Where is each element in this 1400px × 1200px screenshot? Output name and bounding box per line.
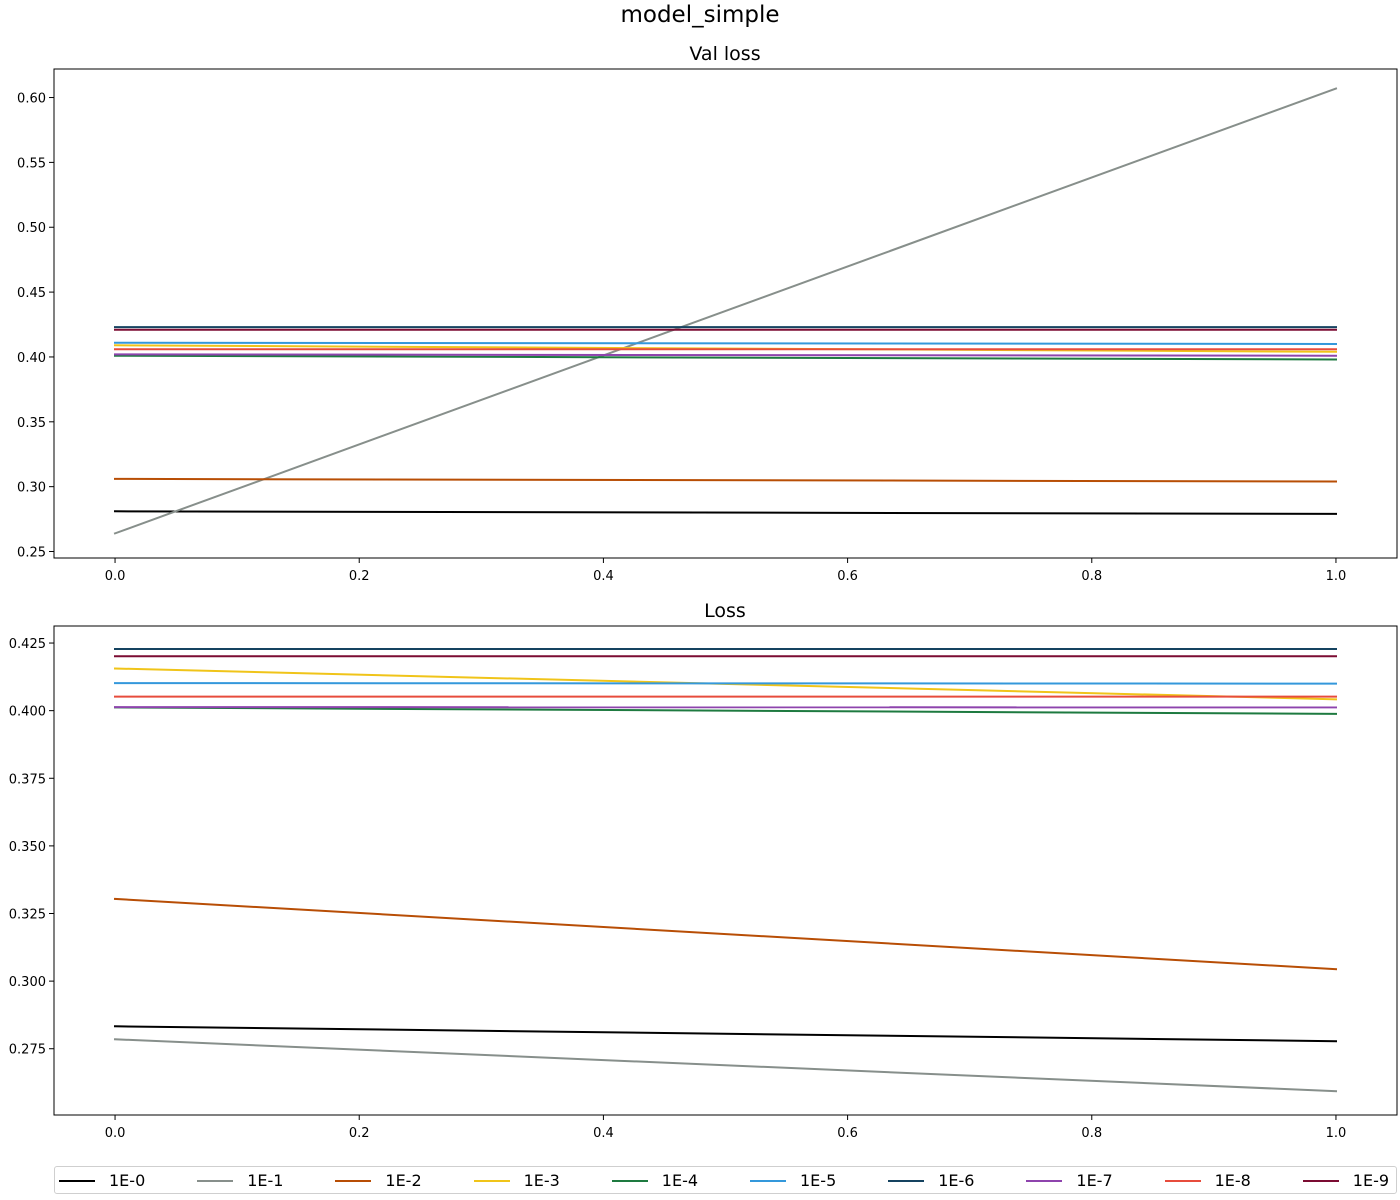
- legend-item: 1E-7: [1026, 1169, 1113, 1193]
- legend-label: 1E-6: [938, 1171, 975, 1190]
- legend-item: 1E-3: [473, 1169, 560, 1193]
- val-loss-y-tick-label: 0.25: [17, 546, 46, 561]
- loss-title: Loss: [704, 600, 746, 622]
- loss-x-tick-label: 0.6: [837, 1126, 858, 1141]
- loss-series-line-1E-5: [113, 682, 1338, 685]
- val-loss-x-tick-label: 0.0: [105, 569, 126, 584]
- val-loss-series-line-1E-7: [113, 353, 1338, 357]
- val-loss-plot: 0.0 0.2 0.4 0.6 0.8 1.0 0.25 0.30 0.35 0.40 0.45 0.…: [17, 68, 1398, 584]
- loss-series-line-1E-4: [113, 706, 1338, 715]
- loss-y-tick-label: 0.400: [9, 705, 46, 720]
- legend-swatch: [750, 1180, 786, 1182]
- loss-x-tick-label: 0.8: [1081, 1126, 1102, 1141]
- loss-y-tick-label: 0.350: [9, 840, 46, 855]
- legend-item: 1E-2: [335, 1169, 422, 1193]
- val-loss-axes-frame: [53, 68, 1398, 559]
- legend-item: 1E-5: [750, 1169, 836, 1193]
- legend-swatch: [473, 1180, 510, 1182]
- legend-item: 1E-9: [1302, 1169, 1390, 1193]
- legend-swatch: [1302, 1180, 1339, 1182]
- loss-x-tick-label: 1.0: [1326, 1126, 1347, 1141]
- loss-y-tick-label: 0.300: [9, 975, 46, 990]
- legend-label: 1E-2: [385, 1171, 422, 1190]
- legend-label: 1E-5: [800, 1171, 837, 1190]
- val-loss-series-line-1E-5: [113, 341, 1338, 346]
- val-loss-y-tick-label: 0.35: [17, 416, 46, 431]
- legend-swatch: [611, 1180, 648, 1182]
- val-loss-y-tick-label: 0.45: [17, 286, 46, 301]
- loss-plot: 0.0 0.2 0.4 0.6 0.8 1.0 0.275 0.300 0.325 0.350 0.…: [9, 625, 1398, 1141]
- val-loss-series-line-1E-4: [113, 354, 1338, 361]
- legend-swatch: [1026, 1180, 1063, 1182]
- legend-swatch: [197, 1180, 234, 1182]
- val-loss-series-line-1E-1: [113, 87, 1338, 535]
- val-loss-x-tick-label: 0.6: [837, 569, 858, 584]
- loss-x-tick-label: 0.4: [593, 1126, 614, 1141]
- legend-item: 1E-8: [1164, 1169, 1251, 1193]
- val-loss-y-tick-label: 0.55: [17, 156, 46, 171]
- val-loss-x-tick-label: 0.2: [349, 569, 370, 584]
- loss-y-tick-label: 0.375: [9, 772, 46, 787]
- legend-item: 1E-4: [611, 1169, 699, 1193]
- legend-label: 1E-0: [109, 1171, 146, 1190]
- val-loss-y-tick-label: 0.30: [17, 481, 46, 496]
- legend-swatch: [59, 1180, 95, 1182]
- legend-item: 1E-6: [888, 1169, 974, 1193]
- legend-label: 1E-9: [1352, 1171, 1390, 1190]
- legend-swatch: [335, 1180, 372, 1182]
- loss-y-tick-label: 0.325: [9, 908, 46, 923]
- legend-label: 1E-1: [247, 1171, 284, 1190]
- loss-series-line-1E-0: [113, 1025, 1338, 1043]
- legend: 1E-0 1E-1 1E-2 1E-3 1E-4 1E-5 1E-6 1E-7 …: [54, 1166, 1397, 1194]
- val-loss-y-tick-label: 0.60: [17, 92, 46, 107]
- val-loss-x-tick-label: 0.4: [593, 569, 614, 584]
- loss-series-line-1E-2: [113, 897, 1338, 971]
- legend-label: 1E-8: [1214, 1171, 1251, 1190]
- val-loss-y-tick-label: 0.40: [17, 351, 46, 366]
- val-loss-series-line-1E-2: [113, 477, 1338, 483]
- loss-y-tick-label: 0.425: [9, 637, 46, 652]
- figure-title: model_simple: [620, 2, 780, 28]
- loss-x-tick-label: 0.2: [349, 1126, 370, 1141]
- loss-series-line-1E-1: [113, 1038, 1338, 1093]
- val-loss-y-tick-label: 0.50: [17, 221, 46, 236]
- legend-label: 1E-4: [661, 1171, 699, 1190]
- val-loss-x-tick-label: 0.8: [1081, 569, 1102, 584]
- val-loss-x-tick-label: 1.0: [1326, 569, 1347, 584]
- val-loss-title: Val loss: [689, 43, 761, 65]
- loss-axes-frame: [53, 625, 1398, 1116]
- loss-x-tick-label: 0.0: [105, 1126, 126, 1141]
- legend-item: 1E-1: [197, 1169, 283, 1193]
- legend-label: 1E-3: [523, 1171, 560, 1190]
- val-loss-series-line-1E-0: [113, 510, 1338, 515]
- legend-label: 1E-7: [1076, 1171, 1113, 1190]
- legend-item: 1E-0: [59, 1169, 145, 1193]
- legend-swatch: [888, 1180, 925, 1182]
- legend-swatch: [1164, 1180, 1201, 1182]
- loss-y-tick-label: 0.275: [9, 1043, 46, 1058]
